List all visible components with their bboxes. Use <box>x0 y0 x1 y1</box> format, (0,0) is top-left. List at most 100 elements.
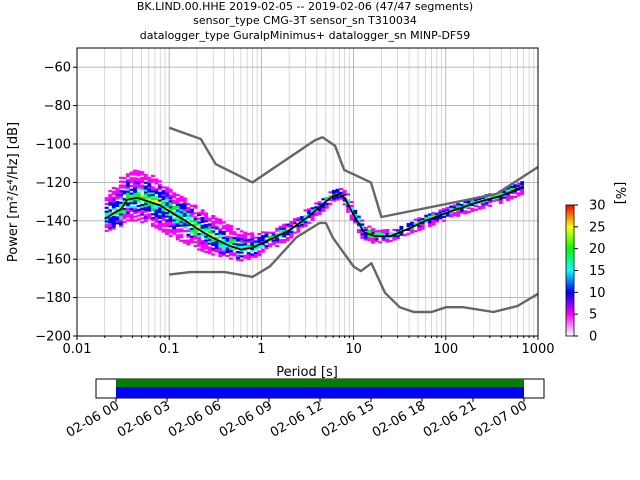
psd-cell <box>268 243 272 246</box>
psd-cell <box>516 184 521 187</box>
psd-cell <box>143 175 148 179</box>
psd-cell <box>126 213 130 216</box>
psd-cell <box>229 226 233 229</box>
psd-cell <box>129 202 134 205</box>
psd-cell <box>246 232 251 236</box>
psd-cell <box>150 174 155 177</box>
psd-cell <box>126 190 130 193</box>
psd-cell <box>179 195 184 198</box>
psd-cell <box>182 224 187 227</box>
psd-cell <box>122 221 127 224</box>
psd-cell <box>463 210 468 213</box>
psd-cell <box>172 223 177 226</box>
psd-cell <box>218 251 223 254</box>
psd-cell <box>189 208 194 211</box>
psd-cell <box>417 217 422 220</box>
psd-cell <box>218 241 223 244</box>
timeline-tick-label: 02-07 00 <box>472 398 530 440</box>
psd-cell <box>278 231 283 234</box>
psd-cell <box>260 250 265 253</box>
psd-cell <box>115 195 120 198</box>
psd-cell <box>410 223 414 226</box>
psd-cell <box>197 217 201 220</box>
psd-cell <box>165 192 169 195</box>
psd-cell <box>118 184 123 187</box>
psd-cell <box>388 232 393 235</box>
psd-cell <box>431 219 436 222</box>
psd-cell <box>118 190 123 193</box>
psd-cell <box>420 223 425 226</box>
psd-cell <box>232 231 237 234</box>
psd-cell <box>296 226 301 229</box>
psd-cell <box>225 251 230 254</box>
psd-cell <box>257 246 262 249</box>
psd-cell <box>239 230 244 233</box>
y-tick-label: −200 <box>35 330 71 345</box>
psd-cell <box>158 224 162 227</box>
psd-cell <box>165 190 169 193</box>
psd-cell <box>324 206 329 209</box>
psd-cell <box>161 195 166 199</box>
psd-cell <box>182 203 187 206</box>
psd-cell <box>154 199 159 202</box>
psd-cell <box>161 201 166 204</box>
psd-cell <box>339 191 343 194</box>
psd-cell <box>505 198 510 202</box>
psd-cell <box>186 202 191 206</box>
psd-cell <box>438 215 443 218</box>
psd-cell <box>175 194 180 197</box>
psd-cell <box>175 224 180 227</box>
psd-cell <box>307 221 311 224</box>
psd-cell <box>179 214 184 218</box>
psd-cell <box>328 191 333 194</box>
psd-cell <box>193 204 198 207</box>
psd-cell <box>232 236 237 240</box>
psd-cell <box>182 214 187 217</box>
psd-cell <box>136 214 141 217</box>
psd-cell <box>175 211 180 214</box>
psd-cell <box>126 188 130 191</box>
psd-cell <box>363 230 368 233</box>
psd-cell <box>108 218 113 222</box>
psd-cell <box>118 222 123 226</box>
psd-cell <box>154 207 159 210</box>
psd-cell <box>278 239 283 242</box>
psd-cell <box>516 182 521 185</box>
psd-cell <box>158 214 162 218</box>
psd-cell <box>399 233 404 236</box>
psd-cell <box>395 235 400 238</box>
psd-cell <box>278 227 283 230</box>
psd-cell <box>275 227 280 230</box>
psd-cell <box>129 213 134 216</box>
psd-cell <box>186 210 191 213</box>
psd-cell <box>484 201 489 205</box>
psd-cell <box>250 247 255 250</box>
psd-cell <box>197 234 201 238</box>
psd-cell <box>133 211 138 214</box>
psd-cell <box>204 235 209 238</box>
y-tick-label: −120 <box>35 176 71 191</box>
psd-cell <box>456 208 461 212</box>
psd-cell <box>445 208 450 211</box>
psd-cell <box>250 253 255 256</box>
psd-cell <box>236 254 240 258</box>
psd-cell <box>520 190 525 194</box>
psd-cell <box>111 206 116 209</box>
psd-cell <box>161 217 166 220</box>
psd-cell <box>257 254 262 257</box>
psd-cell <box>143 185 148 188</box>
psd-cell <box>154 224 159 227</box>
psd-cell <box>314 211 319 215</box>
psd-cell <box>158 199 162 202</box>
psd-cell <box>385 228 390 232</box>
psd-cell <box>182 197 187 200</box>
psd-cell <box>204 245 209 248</box>
psd-cell <box>172 211 177 214</box>
psd-cell <box>154 218 159 221</box>
psd-cell <box>193 229 198 232</box>
psd-cell <box>452 204 457 207</box>
psd-cell <box>133 173 138 176</box>
psd-cell <box>136 170 141 173</box>
psd-cell <box>193 212 198 215</box>
psd-cell <box>168 219 173 222</box>
